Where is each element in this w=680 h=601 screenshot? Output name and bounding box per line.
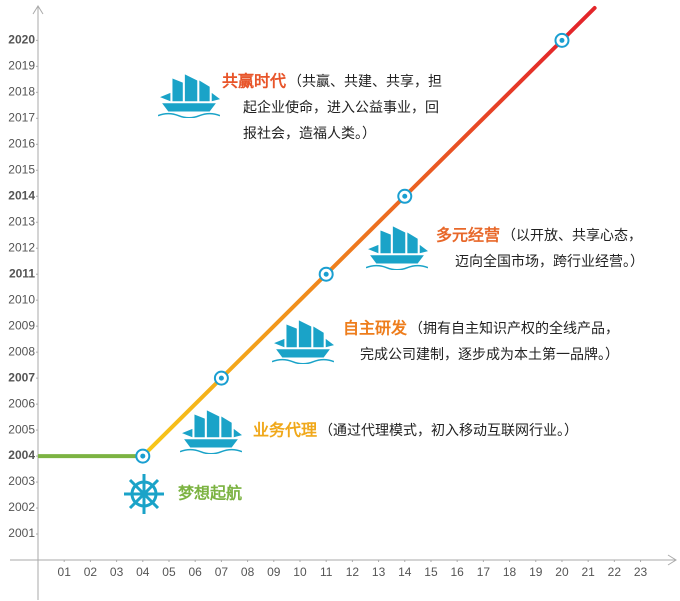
annotation-title: 共赢时代 — [222, 72, 286, 91]
x-tick-label: 22 — [608, 565, 622, 579]
y-tick-label: 2017 — [8, 110, 35, 124]
x-tick-label: 02 — [84, 565, 98, 579]
x-tick-label: 06 — [189, 565, 203, 579]
line-extension — [559, 6, 597, 43]
x-tick-label: 09 — [267, 565, 281, 579]
y-tick-label: 2008 — [8, 344, 35, 358]
x-tick-label: 05 — [162, 565, 176, 579]
annotation-title: 业务代理 — [253, 421, 317, 440]
y-tick-label: 2006 — [8, 396, 35, 410]
y-tick-label: 2002 — [8, 500, 35, 514]
marker-dot — [559, 37, 565, 43]
y-tick-label: 2020 — [8, 33, 35, 47]
y-tick-label: 2009 — [8, 318, 35, 332]
marker-dot — [218, 375, 224, 381]
axes — [10, 5, 677, 600]
y-tick-label: 2007 — [8, 370, 35, 384]
x-tick-label: 14 — [398, 565, 412, 579]
y-tick-label: 2019 — [8, 59, 35, 73]
marker-dot — [323, 271, 329, 277]
ship-icon — [158, 73, 220, 118]
ship-icon — [180, 409, 242, 454]
x-tick-label: 03 — [110, 565, 124, 579]
point-marker — [397, 188, 413, 204]
x-tick-label: 13 — [372, 565, 386, 579]
x-tick-label: 17 — [477, 565, 491, 579]
x-tick-label: 07 — [215, 565, 229, 579]
ship-icon — [272, 319, 334, 364]
annotation-title: 自主研发 — [343, 319, 408, 338]
x-tick-label: 01 — [58, 565, 72, 579]
x-tick-label: 08 — [241, 565, 255, 579]
x-tick-label: 11 — [320, 565, 333, 579]
annotation-text: （共赢、共建、共享，担 — [288, 73, 442, 90]
y-tick-label: 2001 — [8, 526, 35, 540]
x-tick-label: 15 — [424, 565, 438, 579]
helm-icon — [122, 472, 166, 516]
x-tick-label: 16 — [450, 565, 464, 579]
annotation-text: 完成公司建制，逐步成为本土第一品牌。） — [360, 346, 619, 363]
x-tick-label: 12 — [346, 565, 360, 579]
y-tick-label: 2015 — [8, 162, 35, 176]
y-tick-label: 2016 — [8, 136, 35, 150]
x-tick-label: 10 — [293, 565, 307, 579]
y-tick-label: 2005 — [8, 422, 35, 436]
x-tick-label: 18 — [503, 565, 517, 579]
y-tick-label: 2003 — [8, 474, 35, 488]
marker-dot — [140, 453, 146, 459]
annotation-text: （拥有自主知识产权的全线产品， — [409, 320, 619, 337]
annotation-title: 多元经营 — [436, 226, 500, 245]
point-marker — [554, 32, 570, 48]
annotation-text: 报社会，造福人类。） — [243, 126, 376, 142]
x-tick-label: 20 — [555, 565, 569, 579]
y-tick-label: 2013 — [8, 214, 35, 228]
annotation-text: 起企业使命，进入公益事业，回 — [243, 99, 439, 116]
x-tick-label: 23 — [634, 565, 648, 579]
x-tick-label: 04 — [136, 565, 150, 579]
y-tick-label: 2011 — [9, 266, 35, 280]
point-marker — [213, 370, 229, 386]
x-tick-label: 19 — [529, 565, 543, 579]
marker-dot — [402, 193, 408, 199]
annotation-text: （通过代理模式，初入移动互联网行业。） — [319, 422, 578, 439]
y-tick-label: 2018 — [8, 85, 35, 99]
annotation-title: 梦想起航 — [178, 484, 242, 503]
y-tick-label: 2012 — [8, 240, 35, 254]
y-tick-label: 2004 — [8, 448, 35, 462]
annotation-text: 迈向全国市场，跨行业经营。） — [455, 253, 644, 270]
ship-icon — [366, 225, 428, 270]
point-marker — [135, 448, 151, 464]
point-marker — [318, 266, 334, 282]
x-tick-label: 21 — [581, 565, 595, 579]
y-tick-label: 2010 — [8, 292, 35, 306]
y-tick-label: 2014 — [8, 188, 35, 202]
annotation-text: （以开放、共享心态， — [502, 227, 642, 244]
